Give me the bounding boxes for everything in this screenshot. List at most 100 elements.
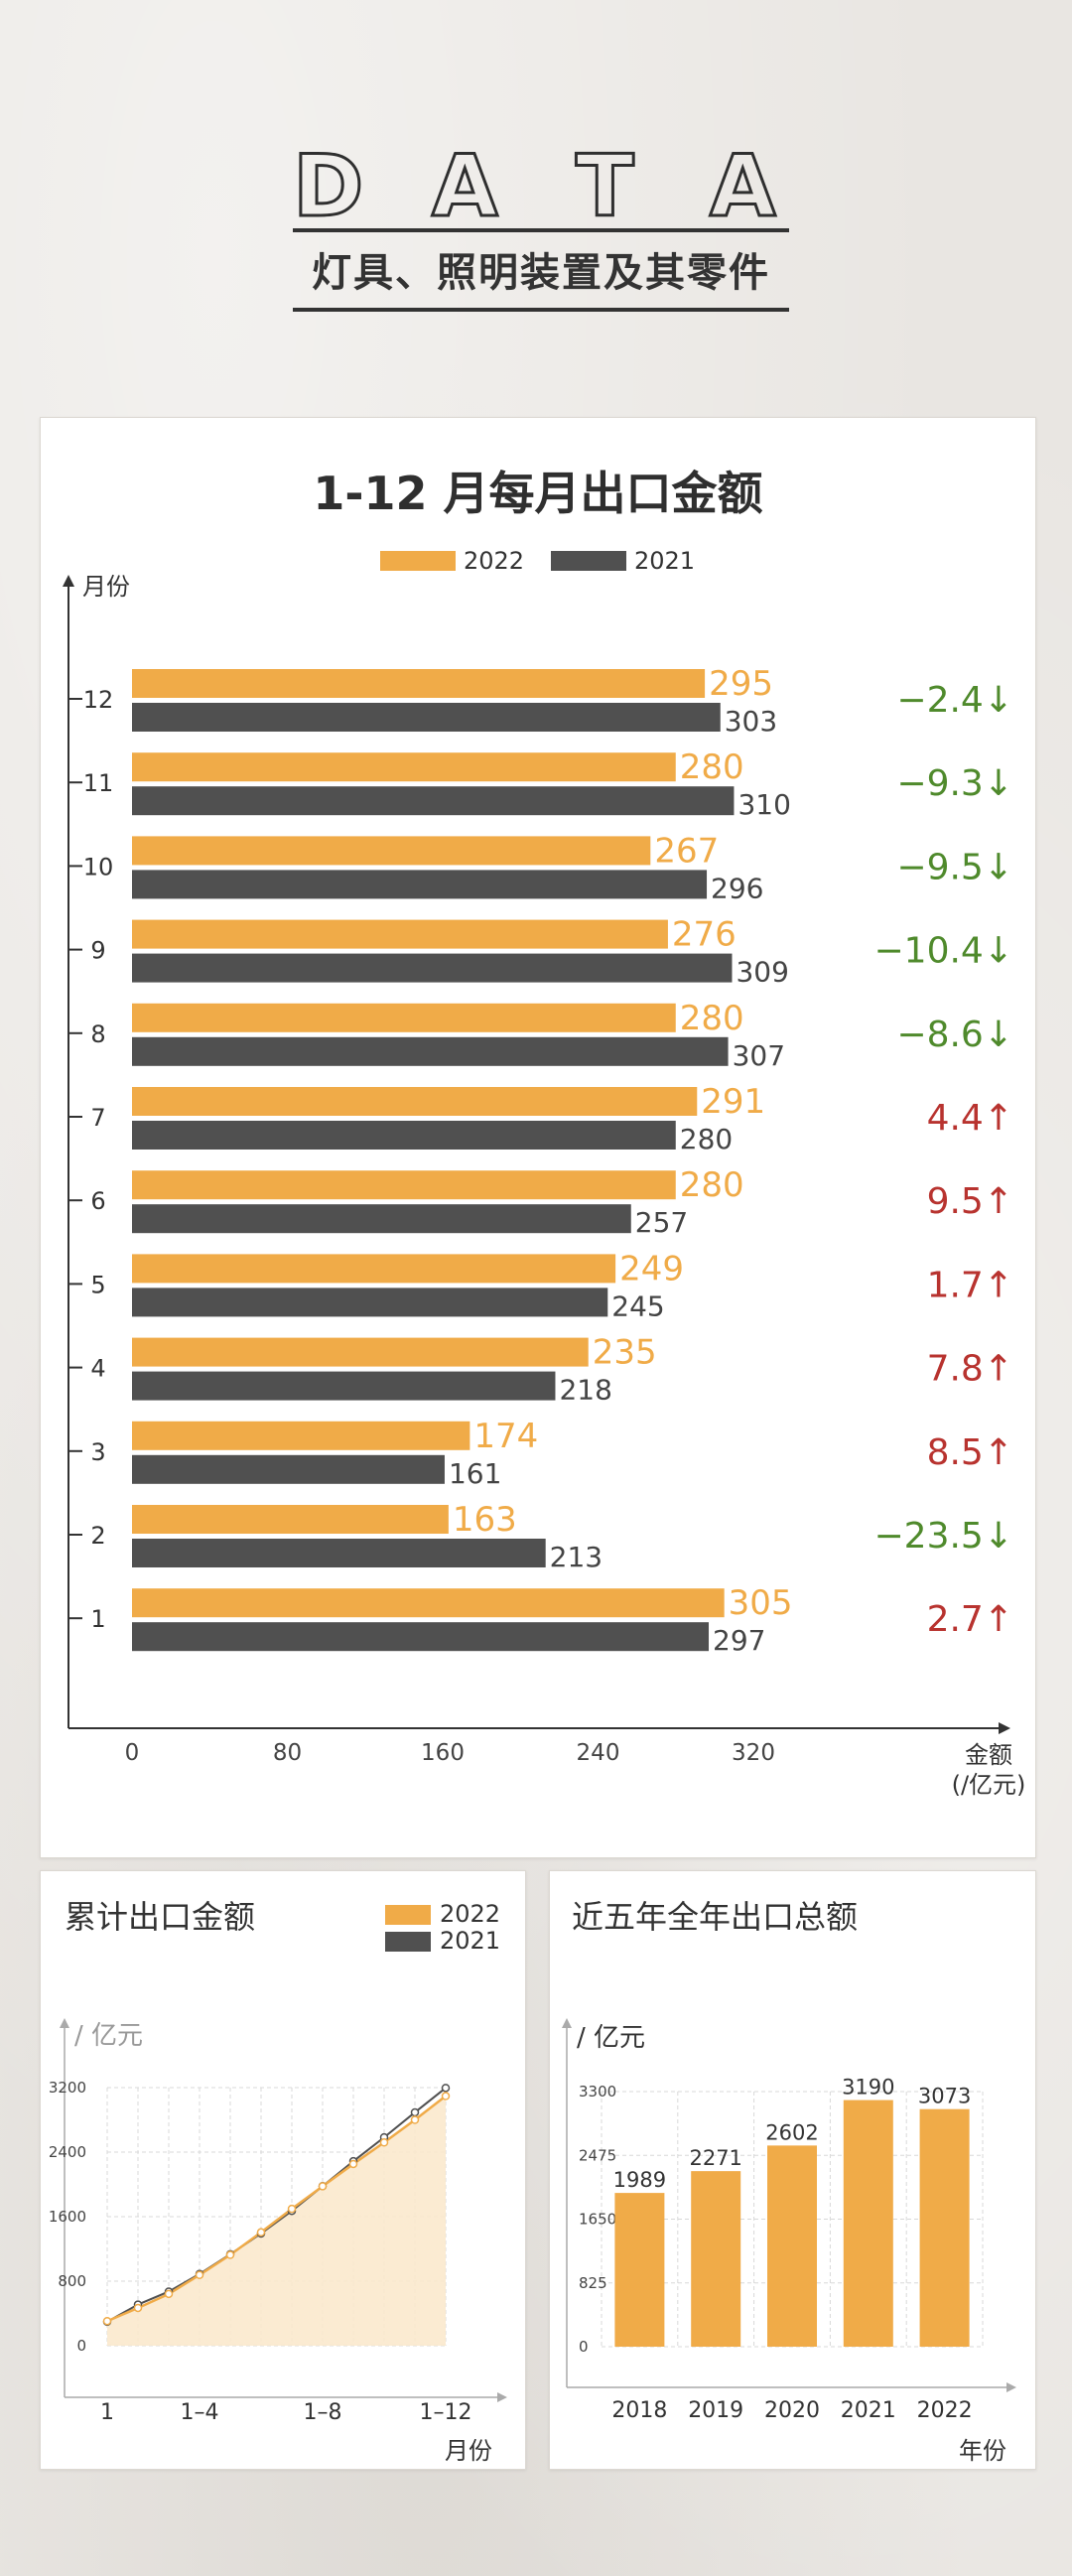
value-label-2022: 305 bbox=[729, 1583, 793, 1623]
cumulative-legend-swatch-2021 bbox=[385, 1932, 431, 1952]
bar-annual bbox=[614, 2193, 665, 2347]
x-tick-label-year: 2020 bbox=[764, 2398, 820, 2423]
change-label-up: 7.8↑ bbox=[927, 1349, 1013, 1390]
y-tick-label: 0 bbox=[76, 2337, 86, 2355]
bar-2021 bbox=[132, 1539, 546, 1567]
data-wordmark: D A T A bbox=[291, 137, 789, 236]
value-label-2022: 276 bbox=[672, 915, 737, 955]
point-2022 bbox=[102, 2316, 112, 2326]
annual-chart-title: 近五年全年出口总额 bbox=[572, 1898, 859, 1936]
y-unit-label: / 亿元 bbox=[74, 2021, 143, 2051]
bar-annual bbox=[919, 2108, 970, 2347]
y-tick-label-month: 7 bbox=[90, 1104, 105, 1132]
point-2022 bbox=[164, 2289, 174, 2299]
bar-2021 bbox=[132, 786, 735, 816]
point-2022 bbox=[133, 2303, 143, 2313]
data-letter-3: T bbox=[575, 137, 636, 236]
y-tick-label-month: 11 bbox=[83, 769, 114, 797]
bar-2022 bbox=[132, 1337, 589, 1367]
point-2022 bbox=[348, 2159, 358, 2169]
bar-2022 bbox=[132, 1170, 676, 1200]
value-label-2022: 249 bbox=[619, 1249, 684, 1288]
bar-2021 bbox=[132, 1371, 556, 1401]
cumulative-chart-title: 累计出口金额 bbox=[65, 1898, 256, 1936]
x-tick-label: 1–12 bbox=[420, 2400, 472, 2425]
value-label-2021: 245 bbox=[611, 1289, 664, 1322]
legend-label-2021: 2021 bbox=[634, 547, 696, 575]
bar-annual bbox=[843, 2100, 893, 2347]
value-label-2021: 310 bbox=[737, 788, 790, 821]
y-tick-label-month: 3 bbox=[90, 1438, 105, 1466]
y-tick-label-month: 2 bbox=[90, 1522, 105, 1550]
bar-2021 bbox=[132, 870, 708, 899]
y-tick-label: 0 bbox=[579, 2338, 589, 2356]
value-label-2022: 295 bbox=[709, 664, 773, 704]
bar-2021 bbox=[132, 1204, 631, 1234]
change-label-down: −8.6↓ bbox=[896, 1015, 1013, 1055]
x-axis-arrow bbox=[497, 2392, 507, 2402]
bar-2021 bbox=[132, 1288, 608, 1317]
y-axis-arrow bbox=[60, 2018, 69, 2028]
data-letter-2: A bbox=[431, 137, 500, 236]
change-label-down: −2.4↓ bbox=[896, 680, 1013, 721]
y-tick-label-month: 4 bbox=[90, 1355, 105, 1383]
point-2022 bbox=[410, 2115, 420, 2124]
value-label-2021: 297 bbox=[713, 1624, 765, 1657]
y-tick-label-month: 5 bbox=[90, 1271, 105, 1298]
monthly-chart-title: 1-12 月每月出口金额 bbox=[313, 467, 763, 520]
x-axis-label: 金额 bbox=[965, 1741, 1012, 1769]
page-subtitle: 灯具、照明装置及其零件 bbox=[312, 250, 770, 296]
y-tick-label-month: 10 bbox=[83, 853, 114, 881]
cumulative-legend-label-2022: 2022 bbox=[440, 1900, 501, 1928]
value-label-2021: 257 bbox=[635, 1206, 688, 1239]
bar-2022 bbox=[132, 1421, 470, 1450]
x-tick-label-year: 2021 bbox=[841, 2398, 896, 2423]
cumulative-legend-label-2021: 2021 bbox=[440, 1927, 501, 1955]
bar-2022 bbox=[132, 836, 651, 866]
y-tick-label-month: 9 bbox=[90, 937, 105, 965]
point-2022 bbox=[195, 2270, 204, 2279]
value-label-annual: 1989 bbox=[613, 2168, 666, 2192]
x-axis-label: 月份 bbox=[445, 2437, 492, 2465]
bar-2021 bbox=[132, 1036, 729, 1066]
y-axis-arrow bbox=[63, 575, 74, 587]
x-tick-label: 1 bbox=[100, 2400, 114, 2425]
y-tick-label-month: 6 bbox=[90, 1187, 105, 1215]
x-tick-label: 160 bbox=[421, 1740, 465, 1766]
y-unit-label: / 亿元 bbox=[577, 2023, 645, 2053]
header-rule-top bbox=[293, 228, 789, 232]
value-label-2022: 174 bbox=[473, 1417, 538, 1456]
point-2021 bbox=[410, 2107, 420, 2117]
line-2022 bbox=[106, 2095, 447, 2323]
cumulative-chart-card: 累计出口金额 2022 2021 / 亿元 3200 2400 1600 800 0 1 1–… bbox=[40, 1870, 526, 2470]
point-2021 bbox=[441, 2084, 451, 2093]
data-letter-1: D bbox=[291, 137, 364, 236]
value-label-2021: 213 bbox=[550, 1541, 603, 1573]
value-label-2021: 307 bbox=[733, 1039, 785, 1072]
x-tick-label: 80 bbox=[273, 1740, 302, 1766]
line-2021 bbox=[106, 2087, 447, 2323]
change-label-up: 9.5↑ bbox=[927, 1181, 1013, 1222]
value-label-2022: 280 bbox=[680, 1165, 744, 1205]
bar-2022 bbox=[132, 1254, 616, 1284]
point-2022 bbox=[318, 2182, 328, 2191]
bar-annual bbox=[767, 2145, 817, 2347]
bar-2021 bbox=[132, 953, 733, 983]
change-label-up: 4.4↑ bbox=[927, 1098, 1013, 1139]
y-tick-label: 800 bbox=[58, 2272, 86, 2290]
change-label-up: 1.7↑ bbox=[927, 1265, 1013, 1305]
point-2022 bbox=[225, 2250, 235, 2259]
value-label-2022: 291 bbox=[701, 1082, 765, 1122]
value-label-2021: 296 bbox=[711, 872, 763, 904]
y-tick-label: 3200 bbox=[49, 2079, 86, 2097]
y-axis-arrow bbox=[562, 2018, 572, 2028]
y-tick-label-month: 8 bbox=[90, 1020, 105, 1048]
legend-label-2022: 2022 bbox=[464, 547, 525, 575]
change-label-up: 2.7↑ bbox=[927, 1599, 1013, 1640]
point-2022 bbox=[256, 2228, 266, 2237]
y-tick-label-month: 12 bbox=[83, 686, 114, 714]
value-label-2022: 235 bbox=[593, 1333, 657, 1373]
bar-2021 bbox=[132, 1454, 445, 1484]
bar-2022 bbox=[132, 1003, 676, 1032]
